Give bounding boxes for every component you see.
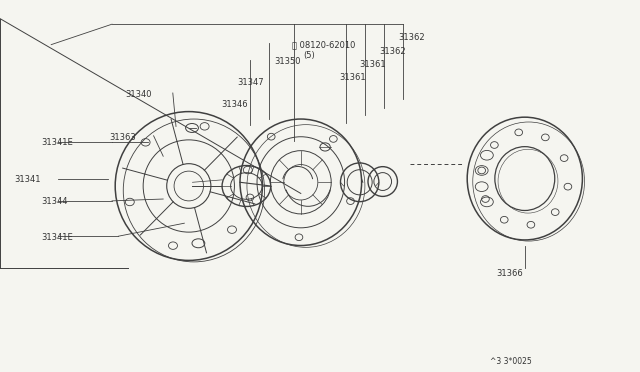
Text: 31341E: 31341E bbox=[42, 232, 74, 241]
Text: 31350: 31350 bbox=[274, 57, 300, 65]
Text: 31361: 31361 bbox=[360, 60, 387, 68]
Text: ^3 3*0025: ^3 3*0025 bbox=[490, 357, 531, 366]
Text: 31340: 31340 bbox=[125, 90, 151, 99]
Text: 31346: 31346 bbox=[221, 100, 248, 109]
Text: Ⓑ 08120-62010: Ⓑ 08120-62010 bbox=[292, 40, 355, 49]
Text: (5): (5) bbox=[303, 51, 315, 60]
Text: 31363: 31363 bbox=[109, 133, 136, 142]
Text: 31362: 31362 bbox=[398, 33, 425, 42]
Text: 31361: 31361 bbox=[339, 73, 366, 81]
Text: 31362: 31362 bbox=[379, 46, 406, 55]
Text: 31344: 31344 bbox=[42, 197, 68, 206]
Text: 31366: 31366 bbox=[496, 269, 523, 278]
Text: 31347: 31347 bbox=[237, 78, 264, 87]
Text: 31341E: 31341E bbox=[42, 138, 74, 147]
Text: 31341: 31341 bbox=[14, 175, 40, 184]
